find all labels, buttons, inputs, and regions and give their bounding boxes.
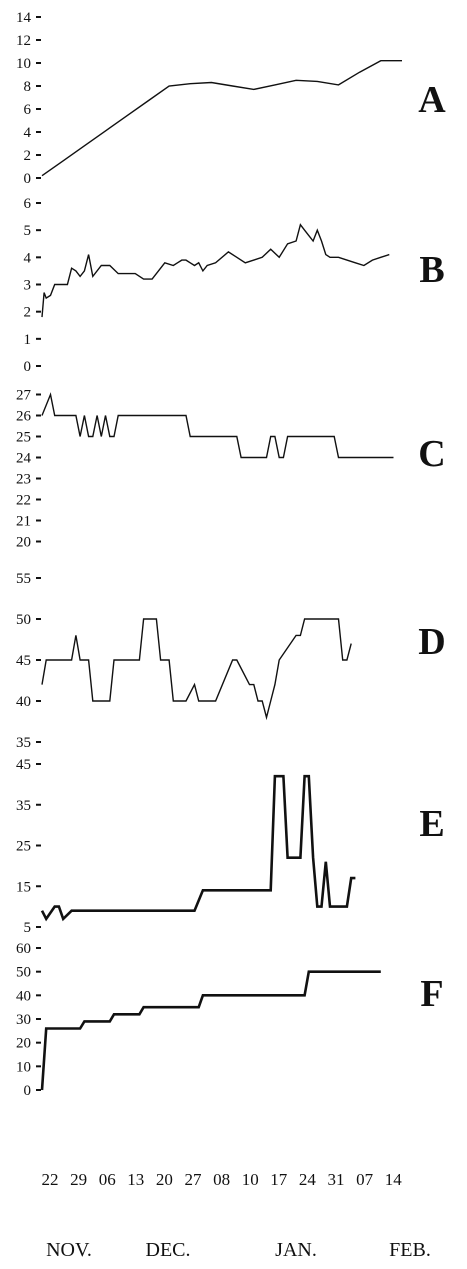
series-line-c — [41, 392, 394, 459]
y-tick-label: 10 — [16, 1059, 31, 1075]
date-tick-label: 14 — [385, 1170, 403, 1189]
series-line-f — [40, 970, 381, 1091]
y-tick-label: 25 — [16, 839, 31, 855]
y-tick-label: 2 — [24, 148, 32, 164]
date-tick-label: 27 — [185, 1170, 203, 1189]
panel-letter: C — [418, 433, 445, 475]
y-tick-label: 25 — [16, 430, 31, 446]
y-tick-label: 50 — [16, 965, 31, 981]
y-tick-label: 2 — [24, 305, 32, 321]
y-tick-label: 6 — [24, 102, 32, 118]
panel-letter: B — [419, 249, 444, 291]
y-tick-label: 60 — [16, 941, 31, 957]
panel-letter: F — [420, 973, 443, 1015]
y-tick-label: 23 — [16, 472, 31, 488]
date-tick-label: 17 — [270, 1170, 288, 1189]
panel-e: 5 15 25 35 45 E — [16, 757, 445, 936]
month-label: FEB. — [389, 1239, 431, 1261]
panel-f: 0 10 20 30 40 50 60 F — [16, 941, 444, 1099]
y-tick-label: 35 — [16, 798, 31, 814]
y-tick-label: 3 — [24, 278, 32, 294]
y-tick-label: 10 — [16, 56, 31, 72]
x-axis-labels: 22 29 06 13 20 27 08 10 17 24 31 07 14 NOV. DEC. JAN. FE… — [42, 1170, 431, 1261]
y-tick-label: 21 — [16, 514, 31, 530]
month-label: NOV. — [46, 1239, 92, 1261]
y-tick-label: 40 — [16, 988, 31, 1004]
date-tick-label: 22 — [42, 1170, 59, 1189]
date-tick-label: 06 — [99, 1170, 116, 1189]
month-label: JAN. — [275, 1239, 317, 1261]
date-tick-label: 10 — [242, 1170, 259, 1189]
y-tick-label: 45 — [16, 653, 31, 669]
y-tick-label: 20 — [16, 535, 31, 551]
y-tick-label: 4 — [24, 250, 32, 266]
y-tick-label: 55 — [16, 571, 31, 587]
series-line-d — [41, 618, 352, 721]
date-tick-label: 31 — [328, 1170, 345, 1189]
y-tick-label: 4 — [24, 125, 32, 141]
y-tick-label: 24 — [16, 451, 32, 467]
y-tick-label: 6 — [24, 196, 32, 212]
date-tick-label: 29 — [70, 1170, 87, 1189]
date-tick-label: 24 — [299, 1170, 317, 1189]
month-label: DEC. — [146, 1239, 191, 1261]
series-line-e — [40, 774, 356, 922]
y-tick-label: 8 — [24, 79, 32, 95]
y-tick-label: 45 — [16, 757, 31, 773]
y-tick-label: 22 — [16, 493, 31, 509]
series-line-b — [41, 223, 390, 318]
y-tick-label: 0 — [24, 171, 32, 187]
panel-c: 20 21 22 23 24 25 26 27 C — [16, 388, 446, 551]
y-tick-label: 26 — [16, 409, 32, 425]
y-tick-label: 50 — [16, 612, 31, 628]
y-tick-label: 27 — [16, 388, 32, 404]
panel-a: 0 2 4 6 8 10 12 14 A — [16, 10, 446, 187]
y-tick-label: 12 — [16, 33, 31, 49]
date-tick-label: 20 — [156, 1170, 173, 1189]
panel-b: 0 1 2 3 4 5 6 B — [24, 196, 445, 375]
y-tick-label: 20 — [16, 1036, 31, 1052]
y-tick-label: 5 — [24, 223, 32, 239]
y-tick-label: 0 — [24, 359, 32, 375]
y-tick-label: 14 — [16, 10, 32, 26]
y-tick-label: 40 — [16, 694, 31, 710]
panel-letter: E — [419, 803, 444, 845]
series-line-a — [41, 60, 402, 177]
chart-panels: 02468101214A0123456B2021222324252627C354… — [16, 10, 446, 1099]
date-tick-label: 13 — [127, 1170, 144, 1189]
panel-d: 35 40 45 50 55 D — [16, 571, 446, 751]
date-tick-label: 07 — [356, 1170, 374, 1189]
y-tick-label: 30 — [16, 1012, 31, 1028]
y-tick-label: 1 — [24, 332, 32, 348]
panel-letter: D — [418, 621, 445, 663]
date-tick-label: 08 — [213, 1170, 230, 1189]
y-tick-label: 35 — [16, 735, 31, 751]
y-tick-label: 15 — [16, 879, 31, 895]
panel-letter: A — [418, 79, 446, 121]
y-tick-label: 5 — [24, 920, 32, 936]
y-tick-label: 0 — [24, 1083, 32, 1099]
